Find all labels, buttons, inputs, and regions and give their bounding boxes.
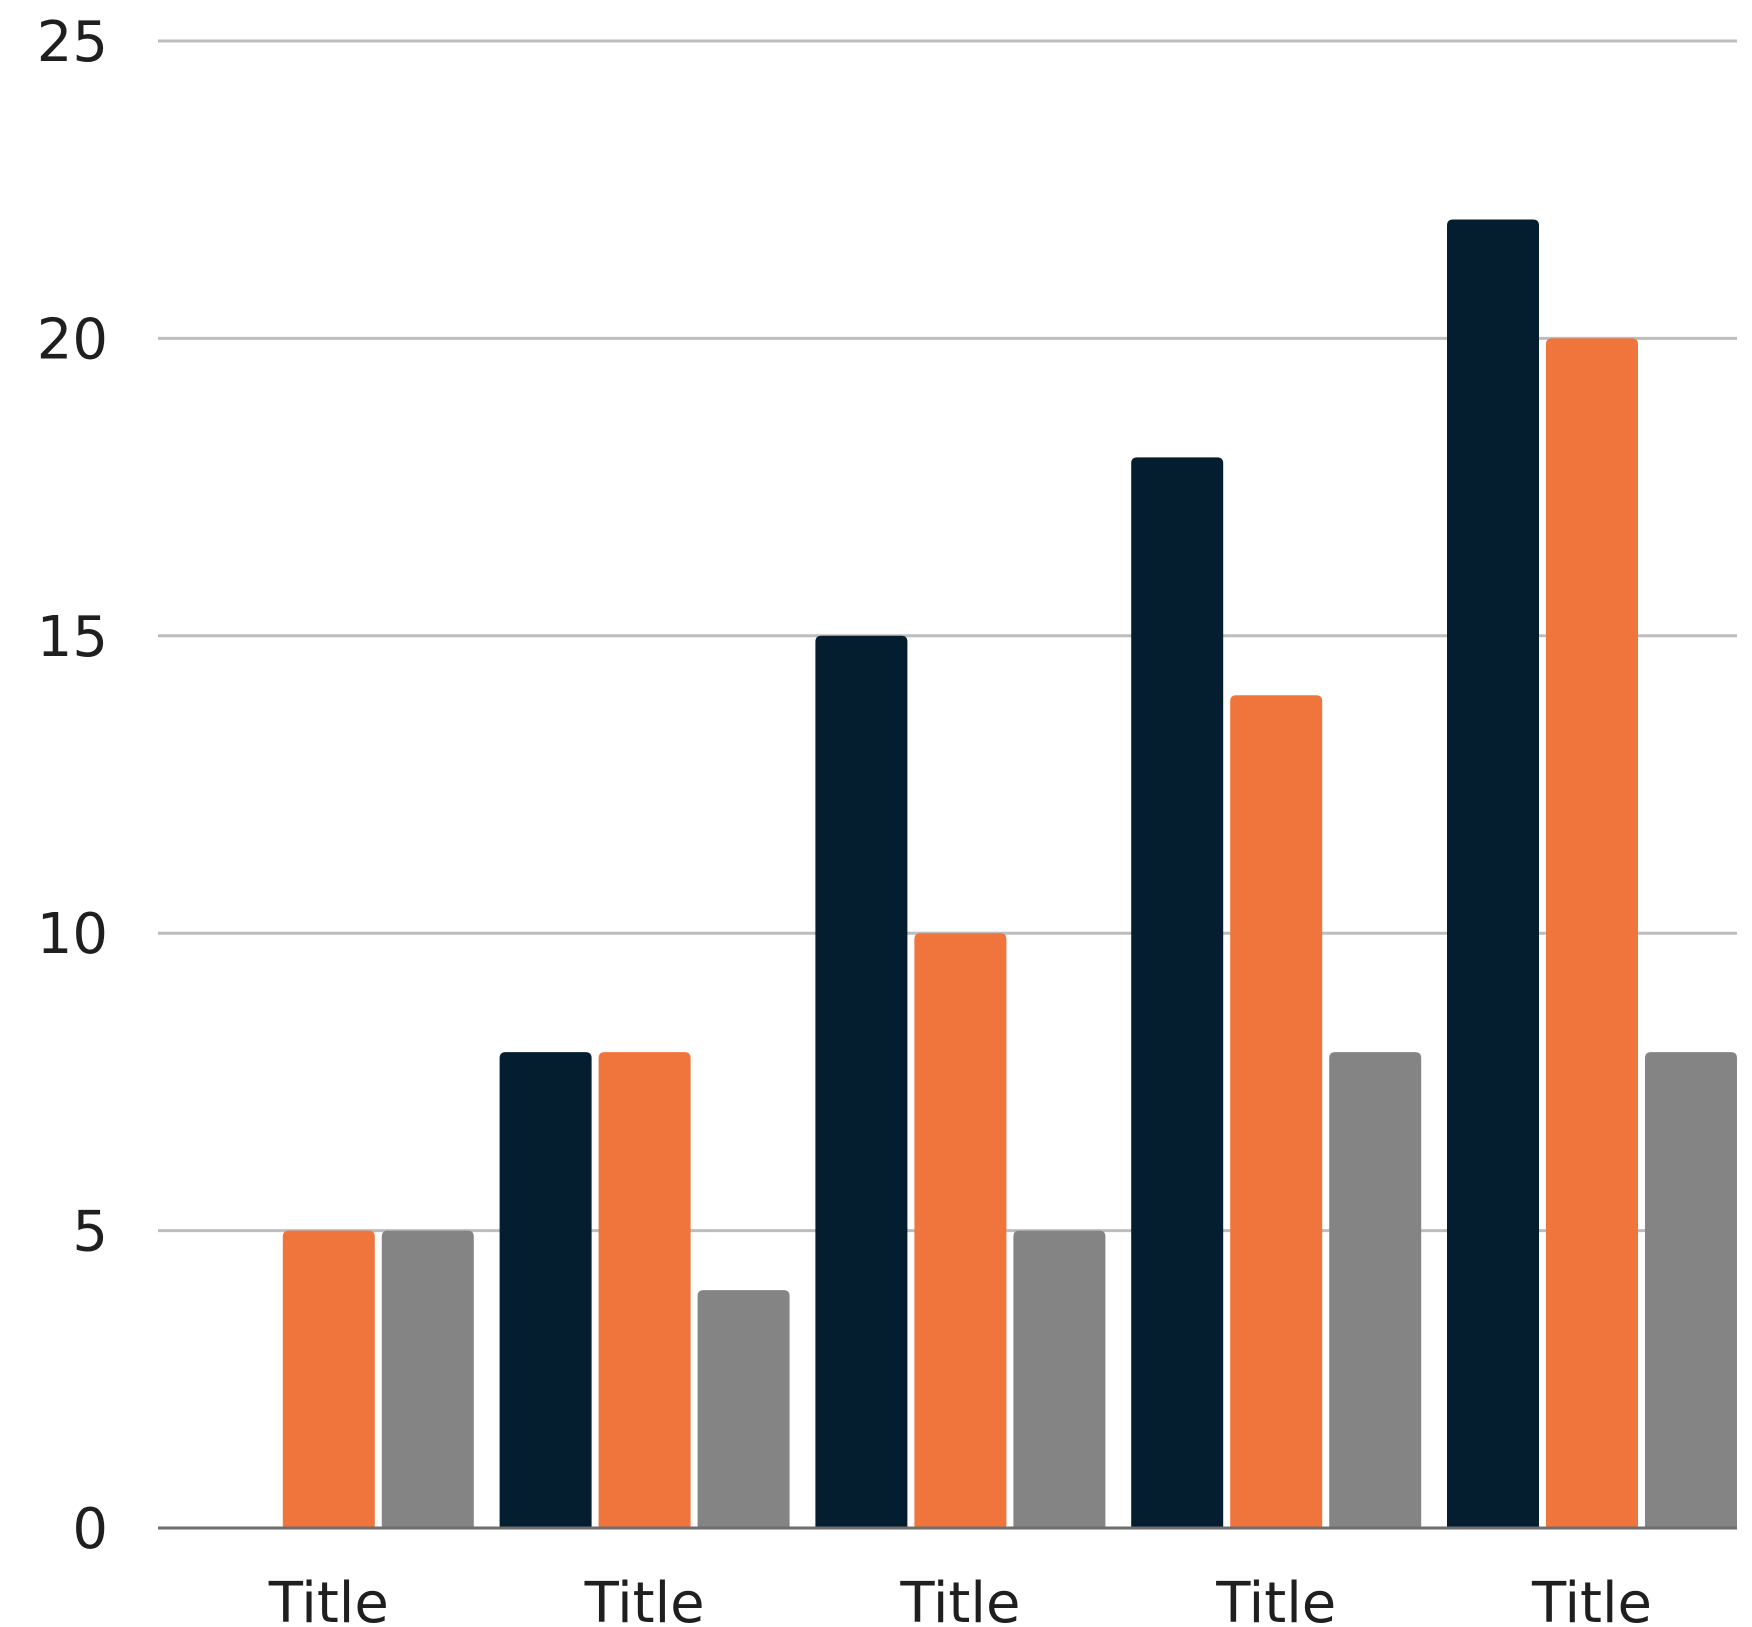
x-tick-label: Title [268, 1571, 389, 1627]
bar-series-2-category-3 [914, 933, 1007, 1528]
bar-series-3-category-1 [381, 1230, 474, 1528]
bar-series-2-category-5 [1546, 338, 1638, 1528]
bar-series-1-category-4 [1131, 457, 1224, 1528]
y-tick-label: 5 [72, 1200, 108, 1265]
bar-series-3-category-2 [697, 1290, 790, 1528]
bar-series-3-category-3 [1013, 1230, 1106, 1528]
y-tick-label: 20 [37, 307, 108, 372]
bar-series-1-category-3 [815, 635, 908, 1528]
bar-series-3-category-4 [1329, 1052, 1422, 1528]
bar-series-2-category-4 [1230, 695, 1323, 1528]
x-tick-label: Title [584, 1571, 705, 1627]
y-tick-label: 0 [72, 1497, 108, 1562]
bar-series-1-category-5 [1447, 219, 1539, 1529]
x-tick-label: Title [899, 1571, 1020, 1627]
y-tick-label: 25 [37, 10, 108, 75]
bar-series-2-category-2 [598, 1052, 691, 1528]
bars [282, 219, 1737, 1529]
y-tick-label: 10 [37, 902, 108, 967]
y-tick-label: 15 [37, 605, 108, 670]
bar-series-2-category-1 [282, 1230, 375, 1528]
bar-series-3-category-5 [1645, 1052, 1737, 1528]
tick-labels: 0 5 10 15 20 25 Title Title Title Title Title [37, 10, 1652, 1627]
bar-series-1-category-2 [499, 1052, 592, 1528]
x-tick-label: Title [1531, 1571, 1652, 1627]
x-tick-label: Title [1215, 1571, 1336, 1627]
